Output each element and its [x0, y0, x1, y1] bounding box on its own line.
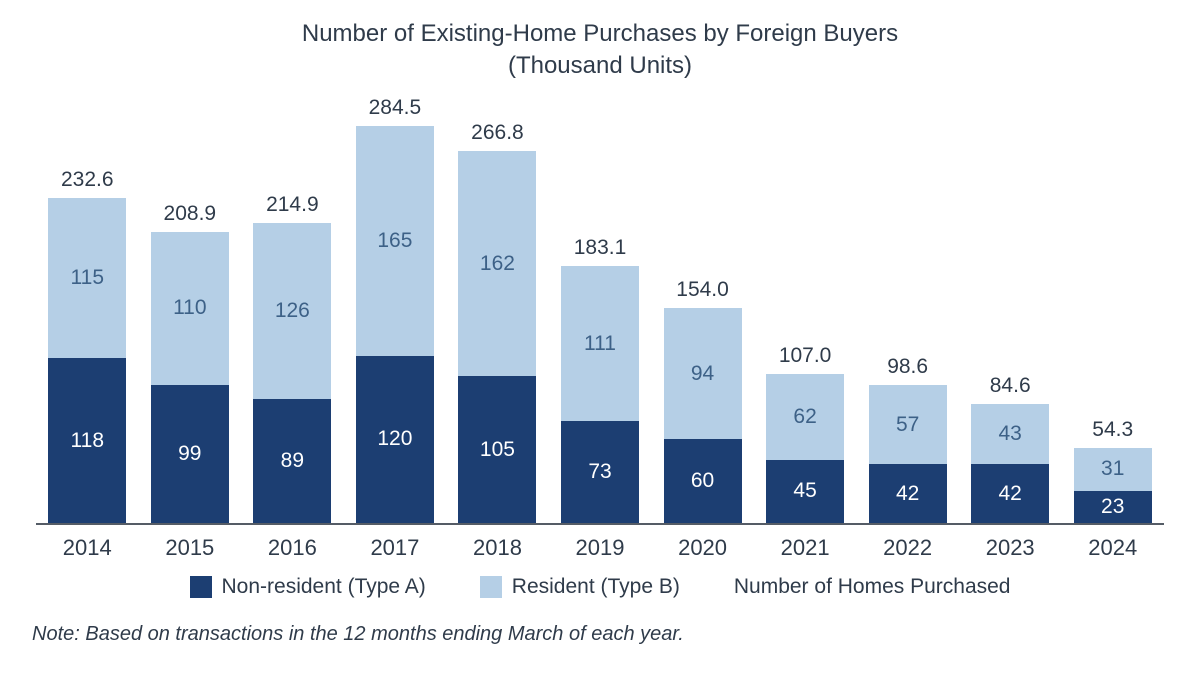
- legend: Non-resident (Type A) Resident (Type B) …: [26, 575, 1174, 599]
- legend-swatch-nonresident: [190, 576, 212, 598]
- x-axis-label: 2021: [754, 535, 857, 561]
- bar-stack: 9460: [664, 308, 742, 523]
- bar-segment-resident: 94: [664, 308, 742, 439]
- bar-stack: 4342: [971, 404, 1049, 522]
- legend-item-total: Number of Homes Purchased: [734, 575, 1011, 599]
- x-axis-label: 2015: [139, 535, 242, 561]
- bar-segment-nonresident: 118: [48, 358, 126, 522]
- bar-stack: 11099: [151, 232, 229, 523]
- bar-segment-resident: 111: [561, 266, 639, 421]
- bar-segment-nonresident: 23: [1074, 491, 1152, 523]
- legend-label-total: Number of Homes Purchased: [734, 575, 1011, 599]
- bar-group: 208.9 11099: [139, 105, 242, 523]
- bar-total-label: 107.0: [779, 344, 832, 368]
- bar-total-label: 84.6: [990, 374, 1031, 398]
- bar-segment-nonresident: 42: [971, 464, 1049, 523]
- x-axis-label: 2017: [344, 535, 447, 561]
- bar-segment-resident: 126: [253, 223, 331, 399]
- legend-swatch-resident: [480, 576, 502, 598]
- bar-segment-resident: 162: [458, 151, 536, 377]
- bar-segment-nonresident: 105: [458, 376, 536, 522]
- bar-segment-resident: 165: [356, 126, 434, 356]
- bar-stack: 12689: [253, 223, 331, 523]
- bar-group: 54.3 3123: [1061, 105, 1164, 523]
- x-axis-label: 2018: [446, 535, 549, 561]
- legend-item-nonresident: Non-resident (Type A): [190, 575, 426, 599]
- bar-stack: 162105: [458, 151, 536, 523]
- legend-item-resident: Resident (Type B): [480, 575, 680, 599]
- chart-title-line2: (Thousand Units): [26, 50, 1174, 82]
- chart-title: Number of Existing-Home Purchases by For…: [26, 18, 1174, 83]
- bar-segment-resident: 115: [48, 198, 126, 358]
- bar-total-label: 266.8: [471, 121, 524, 145]
- bar-segment-nonresident: 45: [766, 460, 844, 523]
- x-axis-label: 2016: [241, 535, 344, 561]
- bar-stack: 3123: [1074, 448, 1152, 523]
- bar-segment-nonresident: 73: [561, 421, 639, 523]
- bar-group: 284.5165120: [344, 105, 447, 523]
- chart-note-text: Note: Based on transactions in the 12 mo…: [32, 623, 684, 645]
- bar-group: 84.6 4342: [959, 105, 1062, 523]
- x-axis-label: 2023: [959, 535, 1062, 561]
- bar-group: 183.1 11173: [549, 105, 652, 523]
- bar-segment-nonresident: 99: [151, 385, 229, 523]
- bar-total-label: 183.1: [574, 236, 627, 260]
- bar-stack: 5742: [869, 385, 947, 523]
- bar-segment-nonresident: 42: [869, 464, 947, 523]
- bar-total-label: 98.6: [887, 355, 928, 379]
- bar-segment-nonresident: 60: [664, 439, 742, 523]
- bar-group: 107.0 6245: [754, 105, 857, 523]
- x-axis-label: 2014: [36, 535, 139, 561]
- bar-total-label: 284.5: [369, 96, 422, 120]
- x-axis-labels: 2014201520162017201820192020202120222023…: [36, 535, 1164, 561]
- x-axis-label: 2022: [856, 535, 959, 561]
- chart-note: Note: Based on transactions in the 12 mo…: [32, 623, 1168, 646]
- bar-total-label: 154.0: [676, 278, 729, 302]
- bar-group: 98.6 5742: [856, 105, 959, 523]
- bar-segment-resident: 57: [869, 385, 947, 464]
- chart-container: Number of Existing-Home Purchases by For…: [0, 0, 1200, 689]
- bar-segment-resident: 62: [766, 374, 844, 460]
- bar-stack: 165120: [356, 126, 434, 523]
- bar-stack: 115118: [48, 198, 126, 523]
- chart-title-line1: Number of Existing-Home Purchases by For…: [26, 18, 1174, 50]
- bar-segment-nonresident: 120: [356, 356, 434, 523]
- bar-segment-resident: 43: [971, 404, 1049, 464]
- bar-total-label: 232.6: [61, 168, 114, 192]
- legend-label-resident: Resident (Type B): [512, 575, 680, 599]
- bar-total-label: 214.9: [266, 193, 319, 217]
- legend-label-nonresident: Non-resident (Type A): [222, 575, 426, 599]
- x-axis-label: 2020: [651, 535, 754, 561]
- bar-segment-resident: 110: [151, 232, 229, 385]
- x-axis-label: 2019: [549, 535, 652, 561]
- bar-segment-nonresident: 89: [253, 399, 331, 523]
- bar-group: 232.6 115118: [36, 105, 139, 523]
- bar-total-label: 208.9: [164, 202, 217, 226]
- bar-stack: 6245: [766, 374, 844, 523]
- x-axis-label: 2024: [1061, 535, 1164, 561]
- bar-group: 214.9 12689: [241, 105, 344, 523]
- plot-area: 232.6 115118 208.9 11099 214.9 12689284.51651…: [36, 105, 1164, 525]
- bar-group: 266.8 162105: [446, 105, 549, 523]
- bar-segment-resident: 31: [1074, 448, 1152, 491]
- bars-row: 232.6 115118 208.9 11099 214.9 12689284.51651…: [36, 105, 1164, 523]
- bar-group: 154.0 9460: [651, 105, 754, 523]
- bar-stack: 11173: [561, 266, 639, 522]
- bar-total-label: 54.3: [1092, 418, 1133, 442]
